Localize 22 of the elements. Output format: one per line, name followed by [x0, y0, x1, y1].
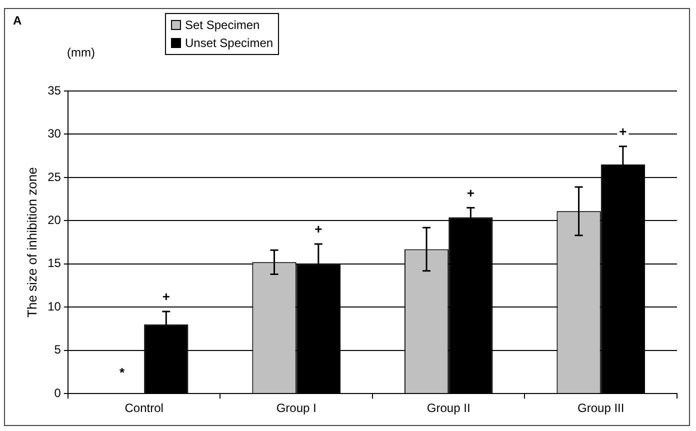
y-tick-label: 5	[54, 342, 62, 357]
annotation: +	[314, 222, 323, 237]
x-tick-label: Group III	[578, 401, 624, 416]
y-tick-label: 30	[48, 126, 62, 141]
x-tick-label: Control	[124, 401, 164, 416]
y-axis-title: The size of inhibition zone	[24, 167, 40, 318]
x-tick-label: Group II	[426, 401, 470, 416]
text: A	[13, 13, 22, 28]
y-tick-label: 35	[48, 83, 62, 98]
legend-label: Unset Specimen	[185, 36, 274, 50]
y-tick-label: 15	[48, 256, 62, 270]
y-tick-label: 10	[48, 299, 62, 314]
x-tick-label: Group I	[276, 401, 316, 416]
legend-label: Set Specimen	[185, 18, 260, 32]
annotation: +	[162, 289, 170, 304]
annotation: +	[466, 185, 475, 200]
annotation: +	[619, 124, 628, 139]
y-tick-label: 0	[54, 386, 62, 400]
text: (mm)	[67, 45, 95, 60]
y-tick-label: 25	[48, 170, 62, 184]
y-tick-label: 20	[48, 213, 62, 227]
annotation: *	[119, 365, 126, 380]
